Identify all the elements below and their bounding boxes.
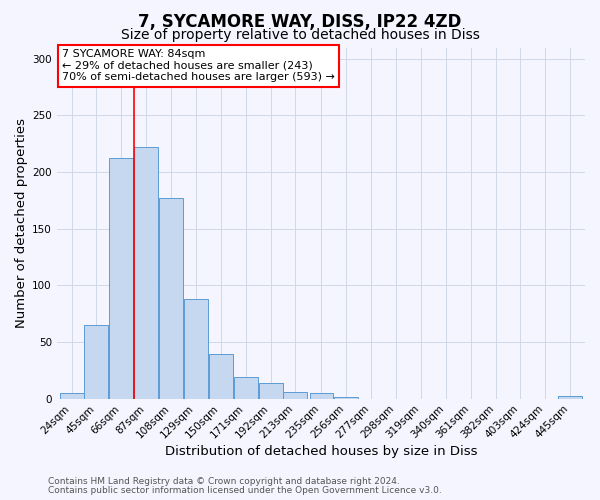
Bar — [234, 377, 257, 398]
Bar — [558, 396, 582, 398]
Text: 7, SYCAMORE WAY, DISS, IP22 4ZD: 7, SYCAMORE WAY, DISS, IP22 4ZD — [139, 12, 461, 30]
Bar — [310, 393, 334, 398]
Bar — [259, 383, 283, 398]
Bar — [85, 325, 109, 398]
Text: Contains HM Land Registry data © Crown copyright and database right 2024.: Contains HM Land Registry data © Crown c… — [48, 477, 400, 486]
Text: Size of property relative to detached houses in Diss: Size of property relative to detached ho… — [121, 28, 479, 42]
Bar — [59, 393, 83, 398]
Bar — [134, 147, 158, 399]
Text: Contains public sector information licensed under the Open Government Licence v3: Contains public sector information licen… — [48, 486, 442, 495]
Y-axis label: Number of detached properties: Number of detached properties — [15, 118, 28, 328]
Bar — [283, 392, 307, 398]
Bar — [209, 354, 233, 399]
Text: 7 SYCAMORE WAY: 84sqm
← 29% of detached houses are smaller (243)
70% of semi-det: 7 SYCAMORE WAY: 84sqm ← 29% of detached … — [62, 50, 335, 82]
X-axis label: Distribution of detached houses by size in Diss: Distribution of detached houses by size … — [164, 444, 477, 458]
Bar — [184, 299, 208, 398]
Bar — [109, 158, 133, 398]
Bar — [159, 198, 183, 398]
